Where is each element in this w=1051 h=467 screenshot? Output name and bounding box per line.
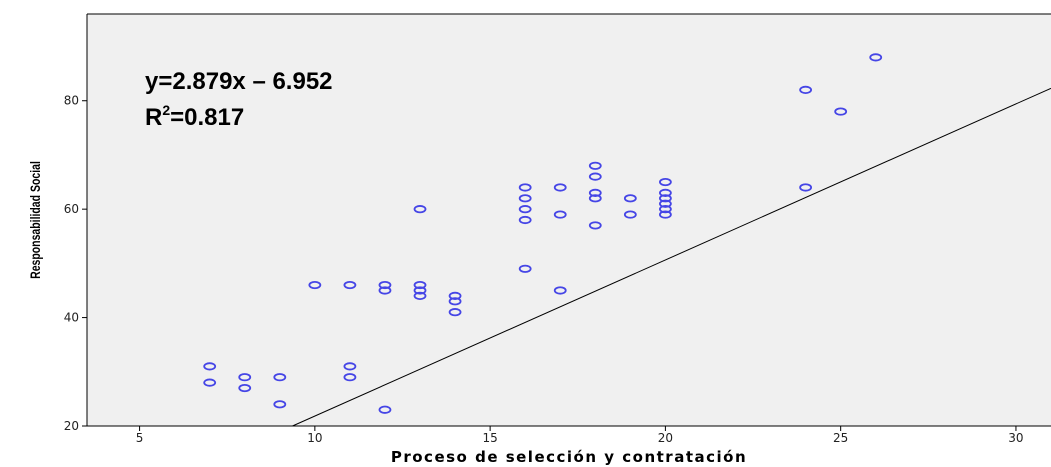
data-point bbox=[553, 210, 567, 219]
r-squared-sup: 2 bbox=[162, 102, 170, 118]
data-point bbox=[834, 107, 848, 116]
plot-area bbox=[87, 14, 1051, 426]
data-point bbox=[869, 53, 883, 62]
data-point bbox=[799, 183, 813, 192]
data-point bbox=[659, 210, 672, 219]
data-point bbox=[238, 383, 252, 393]
y-tick-label: 40 bbox=[64, 311, 79, 325]
data-point bbox=[799, 85, 813, 94]
r-squared: R2=0.817 bbox=[145, 102, 244, 131]
data-point bbox=[659, 194, 672, 203]
data-point bbox=[378, 280, 392, 290]
data-point bbox=[518, 194, 532, 203]
r-squared-value: =0.817 bbox=[170, 104, 244, 131]
data-point bbox=[343, 373, 357, 382]
data-point bbox=[659, 188, 672, 197]
data-point bbox=[588, 221, 602, 230]
data-point bbox=[413, 291, 427, 300]
data-point bbox=[623, 210, 637, 219]
y-tick-label: 60 bbox=[64, 202, 79, 216]
regression-line bbox=[292, 87, 1051, 427]
data-point bbox=[378, 286, 392, 295]
data-point bbox=[203, 378, 217, 387]
data-point bbox=[518, 205, 532, 214]
y-axis-title: Responsabilidad Social bbox=[28, 161, 44, 279]
x-tick-label: 10 bbox=[307, 431, 322, 445]
x-tick-label: 20 bbox=[658, 431, 673, 445]
data-point bbox=[553, 183, 567, 192]
data-point bbox=[553, 286, 567, 295]
data-point bbox=[238, 373, 252, 382]
data-point bbox=[273, 373, 287, 382]
data-point bbox=[588, 194, 602, 203]
data-point bbox=[413, 280, 427, 290]
data-point bbox=[203, 362, 217, 371]
r-squared-prefix: R bbox=[145, 104, 162, 131]
data-point bbox=[588, 161, 602, 170]
data-point bbox=[273, 400, 287, 409]
regression-equation: y=2.879x – 6.952 bbox=[145, 68, 333, 95]
data-point bbox=[308, 280, 322, 290]
x-tick-label: 30 bbox=[1008, 431, 1023, 445]
y-tick-label: 20 bbox=[64, 419, 79, 433]
data-point bbox=[378, 405, 392, 414]
x-tick-label: 5 bbox=[136, 431, 144, 445]
data-point bbox=[659, 199, 672, 208]
data-point bbox=[659, 177, 672, 187]
data-point bbox=[518, 264, 532, 273]
data-points bbox=[203, 53, 883, 414]
data-point bbox=[588, 188, 602, 197]
data-point bbox=[518, 215, 532, 225]
y-axis-ticks: 20 40 60 80 bbox=[64, 94, 87, 433]
data-point bbox=[343, 362, 357, 371]
x-tick-label: 15 bbox=[482, 431, 497, 445]
data-point bbox=[448, 308, 462, 317]
x-axis-ticks: 5 10 15 20 25 30 bbox=[136, 426, 1024, 445]
data-point bbox=[659, 205, 672, 214]
fit-layer bbox=[292, 87, 1051, 427]
data-point bbox=[448, 291, 462, 300]
data-point bbox=[588, 172, 602, 181]
x-tick-label: 25 bbox=[833, 431, 848, 445]
data-point bbox=[448, 297, 462, 306]
data-point bbox=[413, 205, 427, 214]
data-point bbox=[343, 280, 357, 290]
data-point bbox=[518, 183, 532, 192]
y-tick-label: 80 bbox=[64, 94, 79, 108]
x-axis-title: Proceso de selección y contratación bbox=[391, 448, 747, 466]
data-point bbox=[623, 194, 637, 203]
data-point bbox=[413, 286, 427, 295]
